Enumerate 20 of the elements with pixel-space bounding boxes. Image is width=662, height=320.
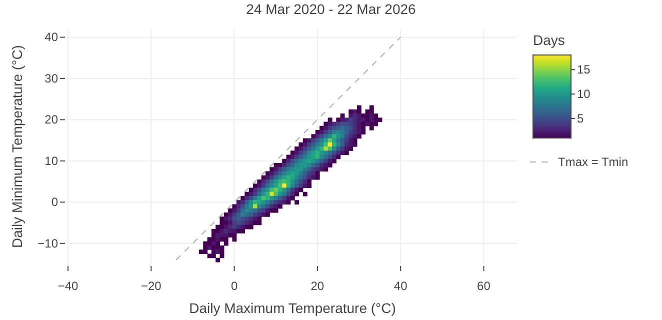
y-tick-label: −10: [38, 236, 58, 250]
legend-label: Tmax = Tmin: [558, 155, 628, 169]
x-tick-label: 20: [310, 279, 324, 293]
x-tick-label: 40: [394, 279, 408, 293]
color-bar-label: 15: [577, 62, 591, 77]
x-tick-label: −40: [58, 279, 78, 293]
x-axis-title: Daily Maximum Temperature (°C): [189, 300, 396, 316]
y-tick-label: 30: [44, 71, 58, 86]
y-tick-label: 0: [51, 195, 58, 210]
color-bar-title: Days: [533, 32, 565, 48]
y-tick-label: 10: [44, 154, 58, 168]
color-bar-label: 10: [577, 87, 591, 102]
x-tick-label: −20: [140, 279, 162, 293]
x-tick-label: 0: [230, 279, 238, 293]
color-bar-label: 5: [577, 111, 584, 126]
chart-title: 24 Mar 2020 - 22 Mar 2026: [246, 1, 416, 17]
y-tick-label: 40: [44, 30, 58, 44]
y-tick-label: 20: [44, 112, 58, 127]
x-tick-label: 60: [477, 279, 491, 293]
y-axis-title: Daily Minimum Temperature (°C): [9, 45, 25, 248]
